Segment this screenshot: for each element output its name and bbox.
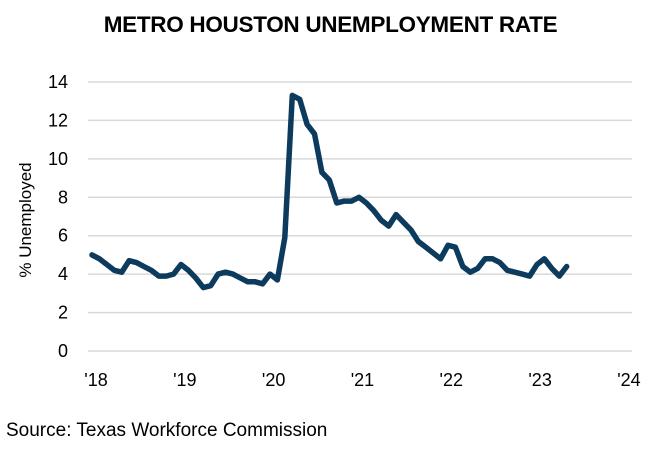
y-tick-label: 4 [58, 264, 68, 284]
y-tick-label: 6 [58, 226, 68, 246]
y-tick-label: 14 [48, 72, 68, 92]
y-axis-ticks: 0 2 4 6 8 10 12 14 [48, 72, 68, 361]
unemployment-rate-line [89, 92, 570, 291]
y-tick-label: 2 [58, 303, 68, 323]
x-tick-label: '21 [351, 370, 374, 390]
x-axis-ticks: '18 '19 '20 '21 '22 '23 '24 [84, 370, 640, 390]
y-tick-label: 10 [48, 149, 68, 169]
x-tick-label: '23 [528, 370, 551, 390]
x-tick-label: '24 [617, 370, 640, 390]
x-tick-label: '19 [173, 370, 196, 390]
chart-title: METRO HOUSTON UNEMPLOYMENT RATE [103, 12, 558, 37]
y-tick-label: 0 [58, 341, 68, 361]
y-tick-label: 8 [58, 187, 68, 207]
x-tick-label: '20 [262, 370, 285, 390]
x-tick-label: '18 [84, 370, 107, 390]
y-tick-label: 12 [48, 110, 68, 130]
x-tick-label: '22 [440, 370, 463, 390]
source-note: Source: Texas Workforce Commission [6, 420, 328, 441]
gridlines [88, 81, 632, 352]
